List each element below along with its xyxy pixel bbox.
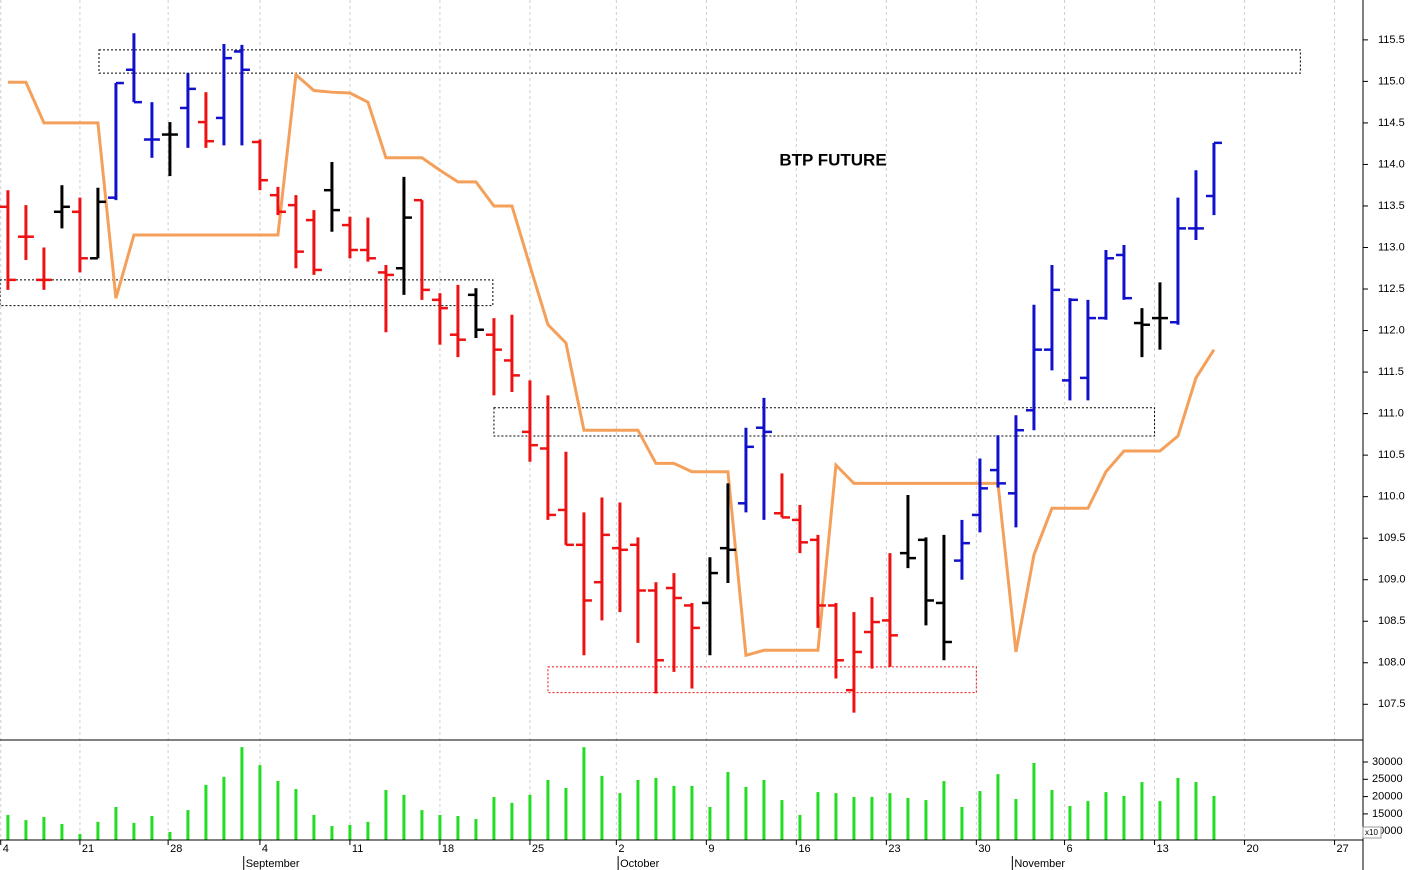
x-tick-label: 16 [798, 843, 810, 855]
x-tick-label: 21 [82, 843, 94, 855]
indicator-line [7, 71, 1216, 658]
x-tick-label: 11 [352, 843, 363, 855]
axes: 4 21 28 4 11 18 25 2 9 16 23 30 6 13 20 27 September Octo… [0, 34, 1406, 870]
y-tick-label: 110.5 [1378, 449, 1405, 461]
y-tick-label: 109.5 [1378, 532, 1406, 544]
volume-tick-label: 20000 [1372, 791, 1403, 803]
month-label: September [246, 858, 300, 870]
x-tick-label: 4 [3, 843, 9, 855]
zone [0, 279, 494, 307]
y-tick-label: 114.0 [1378, 158, 1405, 170]
volume-tick-label: 25000 [1372, 773, 1403, 785]
y-tick-label: 115.5 [1378, 34, 1405, 46]
y-tick-label: 107.5 [1378, 698, 1406, 710]
x-tick-label: 18 [442, 843, 454, 855]
y-tick-label: 112.5 [1378, 283, 1405, 295]
y-tick-label: 114.5 [1378, 117, 1405, 129]
multiplier-label: x10 [1365, 828, 1378, 837]
y-tick-label: 113.0 [1378, 241, 1405, 253]
y-tick-label: 113.5 [1378, 200, 1405, 212]
volume-pane [6, 747, 1216, 840]
volume-tick-label: 15000 [1372, 808, 1403, 820]
y-tick-label: 108.0 [1378, 657, 1406, 669]
x-tick-label: 4 [262, 843, 268, 855]
y-tick-label: 111.5 [1378, 366, 1404, 378]
x-tick-label: 6 [1067, 843, 1073, 855]
y-tick-label: 109.0 [1378, 574, 1406, 586]
volume-tick-label: 30000 [1372, 756, 1403, 768]
x-tick-label: 13 [1157, 843, 1169, 855]
multiplier-box [1362, 826, 1382, 839]
x-tick-label: 25 [532, 843, 544, 855]
month-label: November [1014, 858, 1065, 870]
x-tick-label: 9 [708, 843, 714, 855]
y-tick-label: 110.0 [1378, 491, 1405, 503]
zone [98, 49, 1301, 74]
month-label: October [620, 858, 659, 870]
chart-title: BTP FUTURE [779, 150, 886, 169]
zone [547, 666, 977, 694]
price-pane [0, 33, 1301, 713]
y-tick-label: 112.0 [1378, 324, 1405, 336]
y-tick-label: 108.5 [1378, 615, 1406, 627]
y-tick-label: 111.0 [1378, 408, 1404, 420]
x-tick-label: 30 [978, 843, 990, 855]
x-tick-label: 20 [1247, 843, 1259, 855]
x-tick-label: 28 [170, 843, 182, 855]
x-tick-label: 27 [1337, 843, 1349, 855]
x-tick-label: 23 [888, 843, 900, 855]
x-tick-label: 2 [618, 843, 624, 855]
y-tick-label: 115.0 [1378, 75, 1405, 87]
